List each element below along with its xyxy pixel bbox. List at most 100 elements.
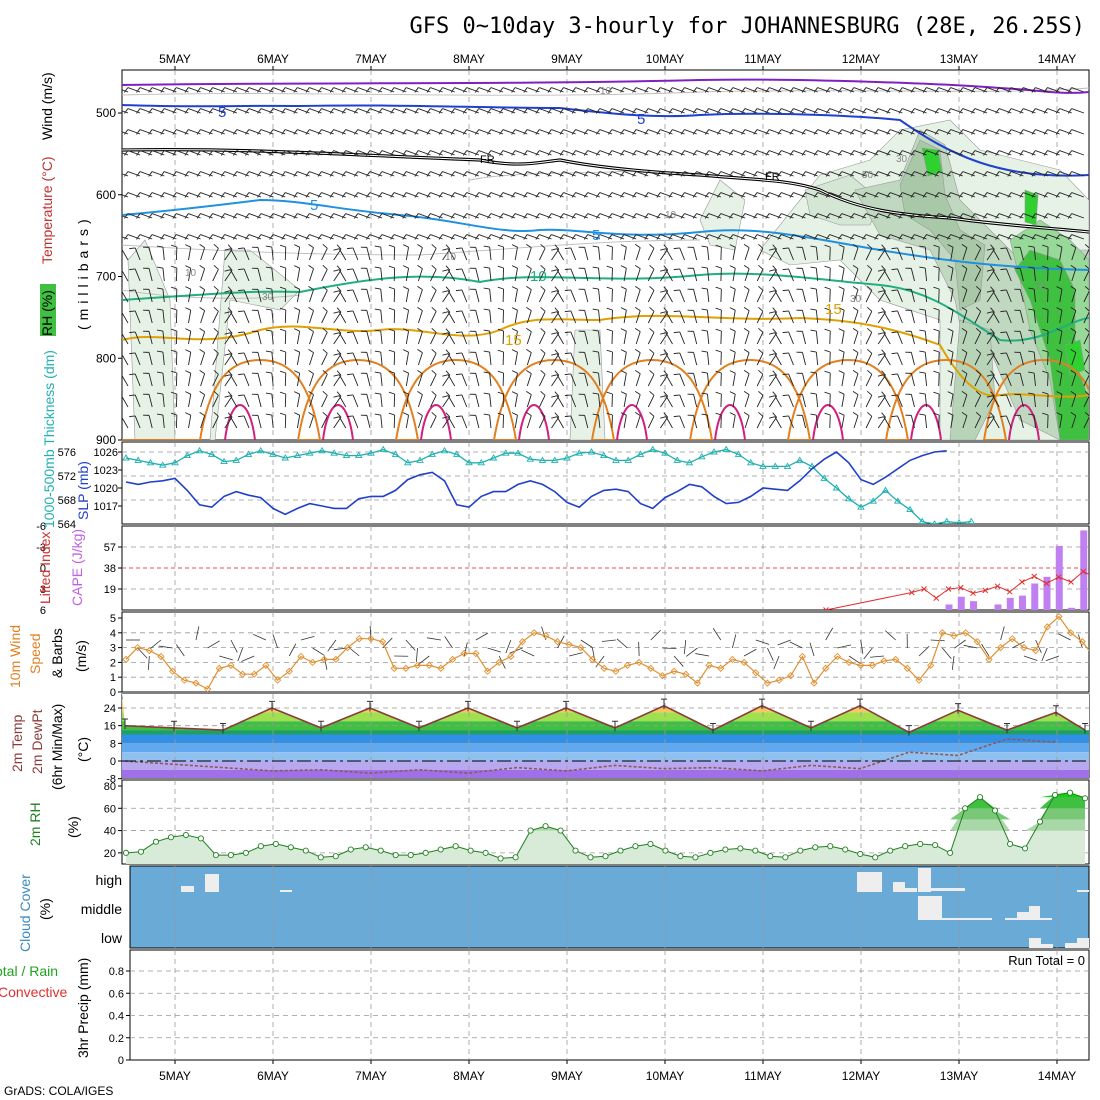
wind-barb: [647, 311, 655, 324]
wind-barb-flag: [294, 370, 300, 374]
wind-barb: [744, 394, 750, 408]
wind-barb-flag: [772, 412, 777, 418]
wind-barb-flag: [172, 129, 177, 135]
wind-barb-flag: [1084, 328, 1089, 333]
wind-barb-flag: [716, 213, 722, 219]
wind-barb-flag: [483, 371, 490, 374]
wind-barb: [309, 192, 322, 198]
wind-barb-flag: [649, 244, 655, 249]
wind-barb-flag: [1043, 234, 1048, 240]
wind10m-barb: [863, 647, 873, 660]
thickness-point: [710, 448, 718, 455]
wind-barb-flag: [852, 348, 859, 354]
wind-barb-flag: [898, 129, 903, 135]
wind-barb: [890, 87, 903, 93]
wind-barb-flag: [279, 286, 286, 290]
wind-barb: [1047, 87, 1060, 93]
precip-convective-label: Convective: [0, 984, 67, 1000]
wind-barb: [200, 213, 213, 219]
wind-barb: [466, 234, 480, 240]
temp-minmax-mark: [563, 700, 569, 712]
wind-barb: [148, 415, 153, 429]
wind-barb: [890, 129, 903, 135]
wind-barb-flag: [753, 129, 758, 135]
wind-barb: [815, 268, 819, 282]
wind-barb: [393, 87, 407, 93]
wind-barb-flag: [881, 328, 886, 334]
wind-barb-flag: [881, 370, 886, 376]
wind-barb: [914, 171, 927, 177]
contour-label: 5: [218, 104, 226, 121]
wind-barb: [774, 248, 782, 261]
wind-barb-flag: [388, 307, 395, 311]
wind-barb: [635, 87, 649, 93]
run-total-label: Run Total = 0: [1008, 953, 1085, 968]
wind-barb-flag: [673, 247, 680, 250]
wind-barb-flag: [474, 171, 480, 177]
wind-barb-flag: [919, 413, 926, 416]
thickness-point: [342, 451, 351, 459]
cloud-bar: [1005, 918, 1017, 920]
wind-barb: [986, 353, 995, 366]
wind-barb: [1035, 234, 1048, 240]
wind-barb: [696, 192, 709, 198]
wind-barb: [623, 129, 637, 135]
wind-barb-flag: [620, 234, 625, 240]
wind-barb-flag: [583, 150, 589, 156]
wind-barb: [635, 394, 641, 408]
wind-barb-flag: [620, 213, 625, 219]
wind-barb: [635, 247, 641, 261]
wind-barb-flag: [743, 348, 750, 354]
wind-barb: [865, 87, 879, 93]
wind-barb: [1033, 352, 1036, 366]
wind-barb-flag: [269, 129, 274, 135]
wind-barb: [720, 234, 734, 240]
wind-barb-flag: [156, 287, 164, 290]
wind-barb-flag: [1019, 192, 1024, 198]
wind-barb: [1059, 352, 1063, 366]
wind-barb: [660, 353, 669, 366]
wind10m-point: [1020, 643, 1028, 652]
rh2m-point: [542, 823, 549, 830]
wind-barb: [788, 394, 794, 408]
wind-barb: [461, 247, 468, 261]
wind-barb-flag: [663, 349, 669, 355]
wind-barb: [271, 268, 274, 282]
wind-barb-flag: [293, 129, 298, 135]
wind-barb: [1023, 129, 1036, 135]
wind-barb-flag: [450, 108, 455, 114]
wind-barb: [570, 394, 577, 408]
rh2m-point: [707, 849, 714, 856]
wind-barb: [230, 269, 238, 282]
wind10m-speed-label: Speed: [27, 634, 43, 674]
wind-barb-flag: [317, 150, 322, 156]
slp-label: SLP (mb): [75, 461, 91, 520]
wind-barb-flag: [227, 391, 233, 397]
wind-barb-flag: [535, 87, 540, 93]
wind-barb: [802, 247, 807, 261]
wind-barb-flag: [366, 171, 371, 177]
wind-barb: [924, 310, 928, 324]
wind-barb: [1019, 310, 1024, 324]
wind10m-point: [285, 667, 293, 675]
wind-barb-flag: [294, 244, 300, 248]
wind-barb-flag: [877, 248, 884, 251]
wind-barb: [660, 150, 673, 156]
wind-barb-flag: [620, 307, 627, 311]
wind-barb-flag: [850, 108, 855, 114]
wind-barb-flag: [1056, 286, 1063, 290]
wind-barb: [1071, 247, 1077, 261]
wind-barb: [164, 192, 177, 198]
wind-barb-flag: [649, 265, 655, 270]
wind-barb-flag: [983, 192, 988, 198]
wind-barb-flag: [990, 370, 995, 376]
wind-barb: [406, 87, 419, 93]
wind-barb: [986, 234, 1000, 240]
wind-barb: [260, 192, 274, 198]
wind-barb-flag: [317, 171, 322, 177]
wind-barb: [514, 129, 528, 135]
wind-barb: [732, 87, 746, 93]
wind-barb-flag: [224, 290, 231, 293]
wind-barb: [924, 289, 928, 303]
wind10m-point: [425, 661, 433, 669]
